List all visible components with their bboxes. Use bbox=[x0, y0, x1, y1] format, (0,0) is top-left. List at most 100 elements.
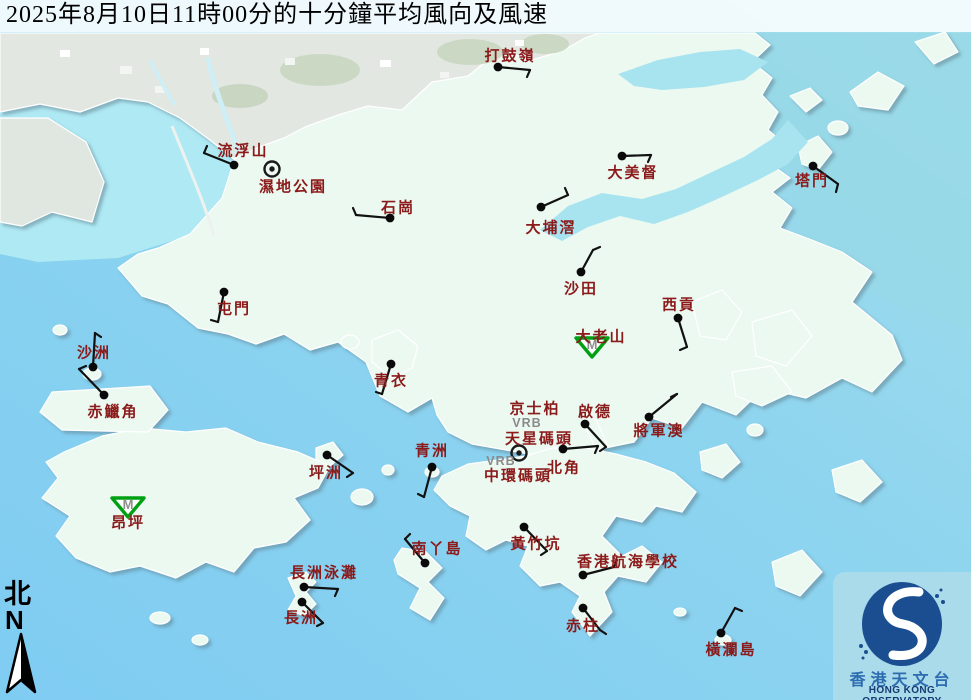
wind-barb-tick-lau-fau-shan bbox=[202, 144, 209, 155]
beaufort-island bbox=[831, 459, 883, 503]
station-tai-po-kau bbox=[536, 186, 570, 212]
wind-barb-tick-chek-lap-kok bbox=[77, 364, 88, 371]
wind-barb-tick-tseung-kwan-o bbox=[669, 392, 679, 399]
station-cheung-chau bbox=[297, 597, 325, 628]
wind-barb-tai-po-kau bbox=[539, 193, 570, 209]
map-title: 2025年8月10日11時00分的十分鐘平均風向及風速 bbox=[0, 0, 971, 32]
north-label-chinese: 北 bbox=[4, 579, 31, 609]
station-sha-tin bbox=[576, 245, 602, 277]
station-dot-tsing-yi bbox=[386, 359, 396, 369]
station-dot-lau-fau-shan bbox=[229, 160, 239, 170]
small-island-1 bbox=[746, 423, 764, 437]
station-dot-tap-mun bbox=[808, 161, 818, 171]
mirs-bay-island-1 bbox=[849, 71, 905, 111]
station-dot-tai-mei-tuk bbox=[617, 151, 627, 161]
station-dot-tai-po-kau bbox=[536, 202, 546, 212]
station-sai-kung bbox=[673, 313, 689, 352]
wind-barb-sai-kung bbox=[676, 316, 689, 349]
kau-yi-chau-island bbox=[381, 464, 395, 476]
wind-barb-tick-tuen-mun bbox=[209, 318, 220, 324]
north-arrow-icon bbox=[5, 632, 37, 694]
wind-barb-north-point bbox=[561, 444, 600, 451]
missing-data-symbol-ngong-ping bbox=[110, 496, 146, 519]
hko-name-english: HONG KONG OBSERVATORY bbox=[862, 685, 941, 700]
sai-kung-island-3 bbox=[731, 365, 793, 407]
station-lau-fau-shan bbox=[202, 144, 239, 170]
station-green-island bbox=[416, 462, 437, 499]
missing-data-m-tates-cairn: M bbox=[587, 337, 598, 352]
wind-barb-lau-fau-shan bbox=[202, 151, 236, 167]
ma-wan-island bbox=[340, 334, 360, 350]
wind-barb-tai-mei-tuk bbox=[620, 153, 653, 158]
station-wong-chuk-hang bbox=[519, 522, 549, 557]
shekou-peninsula bbox=[0, 117, 105, 227]
wind-barb-tick-tap-mun bbox=[834, 182, 840, 194]
station-north-point bbox=[558, 444, 600, 455]
station-peng-chau bbox=[322, 450, 355, 479]
wind-barb-peng-chau bbox=[325, 453, 355, 475]
missing-data-symbol-tates-cairn bbox=[574, 336, 610, 359]
station-tsing-yi bbox=[374, 359, 396, 396]
wind-barb-ta-kwu-ling bbox=[496, 65, 532, 72]
wind-barb-tick-sai-kung bbox=[678, 345, 689, 352]
urban-texture bbox=[60, 34, 569, 237]
hko-logo: 香港天文台 HONG KONG OBSERVATORY bbox=[833, 572, 971, 700]
mirs-bay-island-2 bbox=[914, 31, 959, 65]
tsing-yi-island bbox=[371, 329, 419, 379]
hko-logo-icon bbox=[859, 582, 945, 666]
wind-barb-tick-stanley bbox=[598, 628, 608, 636]
lung-kwu-chau-island bbox=[52, 324, 68, 336]
siu-a-chau-island bbox=[149, 611, 171, 625]
station-hk-sea-school bbox=[578, 558, 619, 580]
lamma-island-shape bbox=[393, 547, 445, 621]
hei-ling-chau-island bbox=[350, 488, 374, 506]
station-wetland-park bbox=[263, 160, 281, 178]
station-ta-kwu-ling bbox=[493, 62, 532, 79]
po-toi-island bbox=[771, 549, 823, 597]
station-dot-cheung-chau bbox=[297, 597, 307, 607]
wind-barb-tick-sha-tin bbox=[591, 245, 602, 252]
starling-inlet-water bbox=[618, 49, 768, 90]
station-lamma-island bbox=[403, 532, 430, 568]
wind-barb-tick-wong-chuk-hang bbox=[539, 549, 549, 557]
mirs-bay-island-3 bbox=[827, 120, 849, 136]
station-sha-chau bbox=[88, 331, 103, 372]
calm-circle-star-ferry-pier bbox=[510, 444, 528, 462]
calm-circle-wetland-park bbox=[263, 160, 281, 178]
wind-barb-tick-ta-kwu-ling bbox=[525, 68, 532, 79]
wind-barb-tap-mun bbox=[811, 164, 840, 186]
station-shek-kong bbox=[351, 206, 395, 223]
station-star-ferry-pier bbox=[510, 444, 528, 462]
wind-barb-tick-green-island bbox=[416, 492, 426, 499]
station-waglan-island bbox=[716, 606, 744, 638]
station-tai-mei-tuk bbox=[617, 151, 653, 164]
station-dot-cheung-chau-beach bbox=[299, 582, 309, 592]
lantau-island bbox=[41, 427, 331, 579]
cheung-chau-island bbox=[287, 571, 317, 617]
wind-barb-tick-north-point bbox=[593, 444, 600, 455]
hong-kong-island bbox=[433, 447, 697, 637]
station-dot-tuen-mun bbox=[219, 287, 229, 297]
shek-kwu-chau-island bbox=[191, 634, 209, 646]
station-dot-north-point bbox=[558, 444, 568, 454]
north-label-n: N bbox=[5, 605, 24, 635]
wind-barb-waglan-island bbox=[719, 606, 737, 635]
station-dot-sha-tin bbox=[576, 267, 586, 277]
station-dot-waglan-island bbox=[716, 628, 726, 638]
station-dot-stanley bbox=[578, 603, 588, 613]
station-tseung-kwan-o bbox=[644, 392, 679, 422]
wind-barb-tick-cheung-chau bbox=[315, 621, 325, 628]
wind-barb-tick-sha-chau bbox=[93, 331, 103, 339]
wind-barb-tick-waglan-island bbox=[733, 606, 744, 613]
station-dot-green-island bbox=[427, 462, 437, 472]
tung-lung-island bbox=[699, 443, 741, 479]
wind-barb-green-island bbox=[422, 465, 434, 499]
station-tuen-mun bbox=[209, 287, 229, 324]
wind-barb-tick-cheung-chau-beach bbox=[333, 587, 340, 598]
station-dot-ta-kwu-ling bbox=[493, 62, 503, 72]
calm-dot-wetland-park bbox=[269, 166, 275, 172]
station-kai-tak bbox=[580, 419, 608, 453]
station-ngong-ping: M bbox=[110, 496, 146, 519]
small-island-2 bbox=[673, 607, 687, 617]
